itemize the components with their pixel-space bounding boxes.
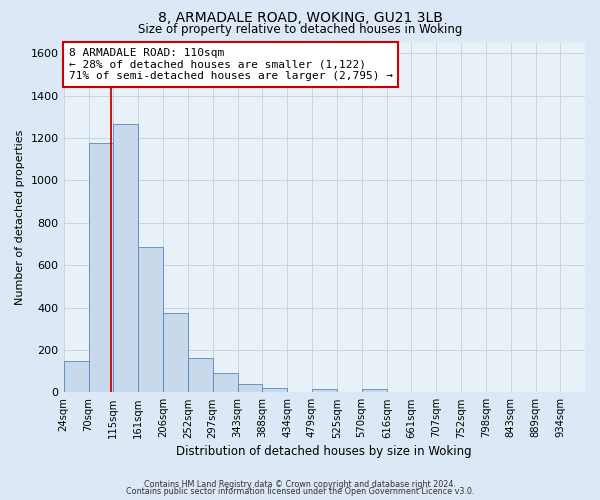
Bar	[64, 361, 89, 392]
Text: Contains public sector information licensed under the Open Government Licence v3: Contains public sector information licen…	[126, 487, 474, 496]
Text: 8, ARMADALE ROAD, WOKING, GU21 3LB: 8, ARMADALE ROAD, WOKING, GU21 3LB	[158, 11, 442, 25]
Bar	[362, 390, 387, 392]
X-axis label: Distribution of detached houses by size in Woking: Distribution of detached houses by size …	[176, 444, 472, 458]
Bar	[212, 372, 238, 392]
Text: Size of property relative to detached houses in Woking: Size of property relative to detached ho…	[138, 22, 462, 36]
Text: 8 ARMADALE ROAD: 110sqm
← 28% of detached houses are smaller (1,122)
71% of semi: 8 ARMADALE ROAD: 110sqm ← 28% of detache…	[69, 48, 393, 81]
Bar	[262, 388, 287, 392]
Bar	[188, 358, 212, 392]
Bar	[89, 143, 113, 392]
Y-axis label: Number of detached properties: Number of detached properties	[15, 130, 25, 305]
Bar	[113, 124, 139, 392]
Bar	[312, 389, 337, 392]
Bar	[139, 247, 163, 392]
Text: Contains HM Land Registry data © Crown copyright and database right 2024.: Contains HM Land Registry data © Crown c…	[144, 480, 456, 489]
Bar	[238, 384, 262, 392]
Bar	[163, 313, 188, 392]
